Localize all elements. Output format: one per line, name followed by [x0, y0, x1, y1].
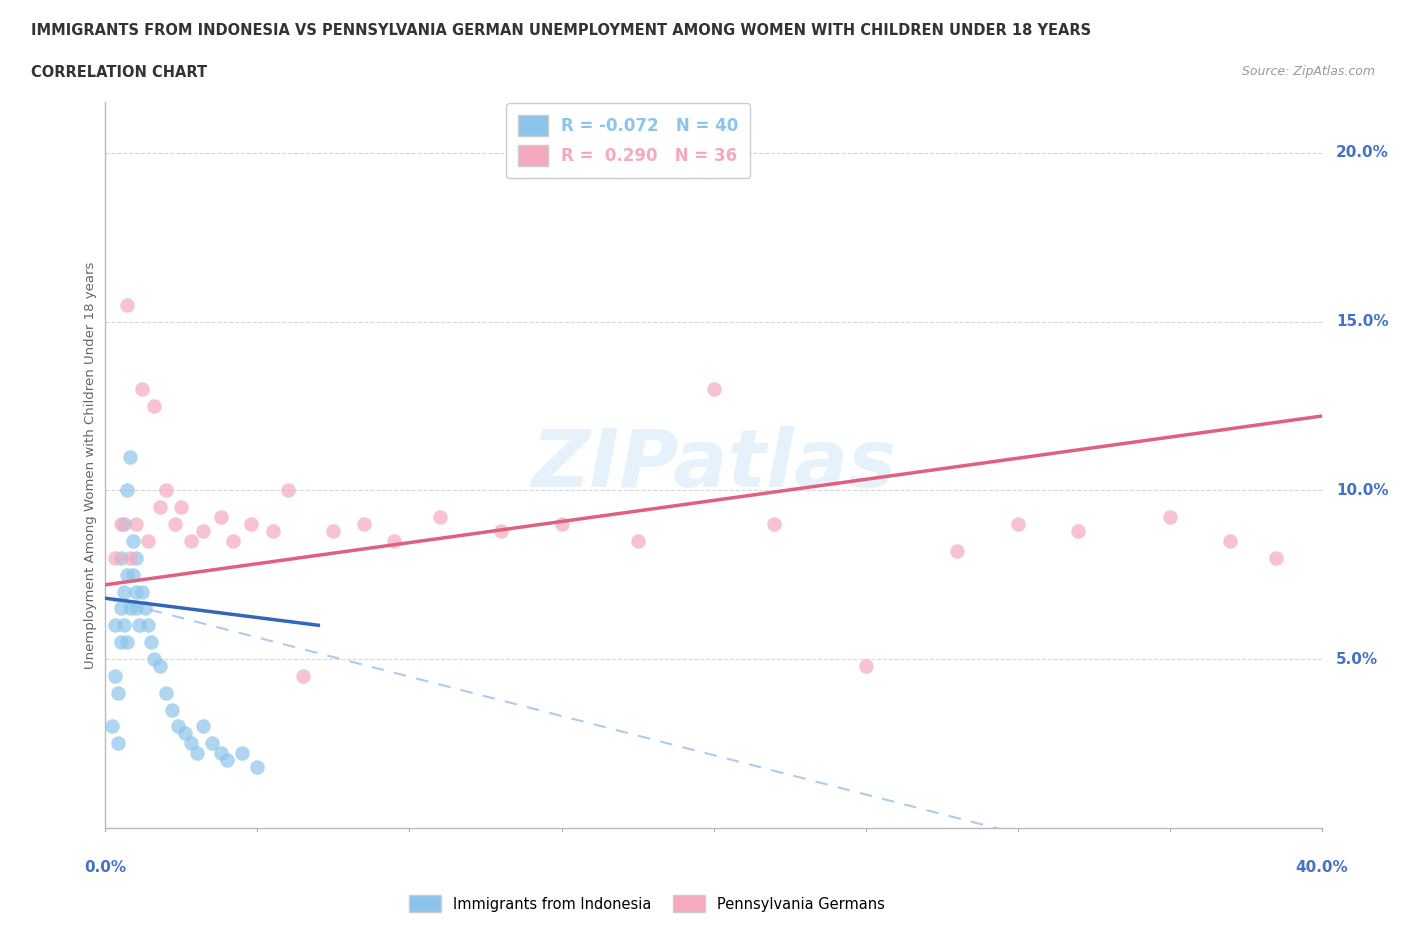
Text: 40.0%: 40.0%: [1295, 860, 1348, 875]
Point: [149, 499, 172, 514]
Point: [292, 669, 315, 684]
Point: [222, 534, 245, 549]
Point: [110, 634, 132, 649]
Point: [115, 567, 138, 582]
Point: [1265, 551, 1288, 565]
Point: [115, 298, 138, 312]
Point: [103, 669, 125, 684]
Point: [155, 483, 177, 498]
Point: [121, 534, 143, 549]
Point: [201, 736, 224, 751]
Point: [128, 618, 150, 632]
Point: [125, 551, 148, 565]
Text: 15.0%: 15.0%: [1336, 314, 1389, 329]
Point: [112, 618, 135, 632]
Point: [180, 534, 202, 549]
Point: [262, 524, 284, 538]
Point: [170, 499, 193, 514]
Point: [134, 601, 156, 616]
Point: [322, 524, 344, 538]
Point: [118, 601, 141, 616]
Point: [173, 725, 195, 740]
Point: [112, 584, 135, 599]
Point: [702, 381, 725, 396]
Point: [855, 658, 877, 673]
Point: [110, 516, 132, 531]
Point: [125, 601, 148, 616]
Point: [107, 736, 129, 751]
Text: 5.0%: 5.0%: [1336, 652, 1378, 667]
Point: [186, 746, 208, 761]
Point: [103, 551, 125, 565]
Point: [246, 760, 269, 775]
Point: [191, 524, 214, 538]
Point: [100, 719, 122, 734]
Point: [167, 719, 190, 734]
Text: 0.0%: 0.0%: [84, 860, 127, 875]
Text: ZIPatlas: ZIPatlas: [531, 426, 896, 504]
Point: [115, 483, 138, 498]
Point: [763, 516, 786, 531]
Point: [149, 658, 172, 673]
Point: [143, 652, 166, 667]
Point: [143, 399, 166, 414]
Point: [110, 601, 132, 616]
Point: [162, 702, 184, 717]
Point: [1219, 534, 1241, 549]
Text: CORRELATION CHART: CORRELATION CHART: [31, 65, 207, 80]
Point: [103, 618, 125, 632]
Point: [118, 551, 141, 565]
Point: [1067, 524, 1090, 538]
Point: [209, 510, 232, 525]
Point: [125, 584, 148, 599]
Point: [353, 516, 375, 531]
Point: [240, 516, 263, 531]
Point: [180, 736, 202, 751]
Point: [115, 634, 138, 649]
Point: [136, 618, 159, 632]
Legend: R = -0.072   N = 40, R =  0.290   N = 36: R = -0.072 N = 40, R = 0.290 N = 36: [506, 103, 751, 178]
Point: [131, 584, 153, 599]
Point: [121, 567, 143, 582]
Point: [1159, 510, 1181, 525]
Point: [945, 544, 967, 559]
Point: [382, 534, 405, 549]
Point: [165, 516, 187, 531]
Point: [139, 634, 162, 649]
Point: [112, 516, 135, 531]
Point: [277, 483, 299, 498]
Point: [110, 551, 132, 565]
Text: 20.0%: 20.0%: [1336, 145, 1389, 160]
Point: [131, 381, 153, 396]
Point: [136, 534, 159, 549]
Point: [429, 510, 451, 525]
Point: [125, 516, 148, 531]
Point: [626, 534, 648, 549]
Point: [118, 449, 141, 464]
Point: [231, 746, 253, 761]
Legend: Immigrants from Indonesia, Pennsylvania Germans: Immigrants from Indonesia, Pennsylvania …: [404, 890, 890, 918]
Point: [550, 516, 572, 531]
Text: Source: ZipAtlas.com: Source: ZipAtlas.com: [1241, 65, 1375, 78]
Point: [155, 685, 177, 700]
Point: [209, 746, 232, 761]
Text: IMMIGRANTS FROM INDONESIA VS PENNSYLVANIA GERMAN UNEMPLOYMENT AMONG WOMEN WITH C: IMMIGRANTS FROM INDONESIA VS PENNSYLVANI…: [31, 23, 1091, 38]
Point: [489, 524, 512, 538]
Point: [191, 719, 214, 734]
Text: 10.0%: 10.0%: [1336, 483, 1389, 498]
Y-axis label: Unemployment Among Women with Children Under 18 years: Unemployment Among Women with Children U…: [84, 261, 97, 669]
Point: [107, 685, 129, 700]
Point: [1007, 516, 1029, 531]
Point: [217, 752, 239, 767]
